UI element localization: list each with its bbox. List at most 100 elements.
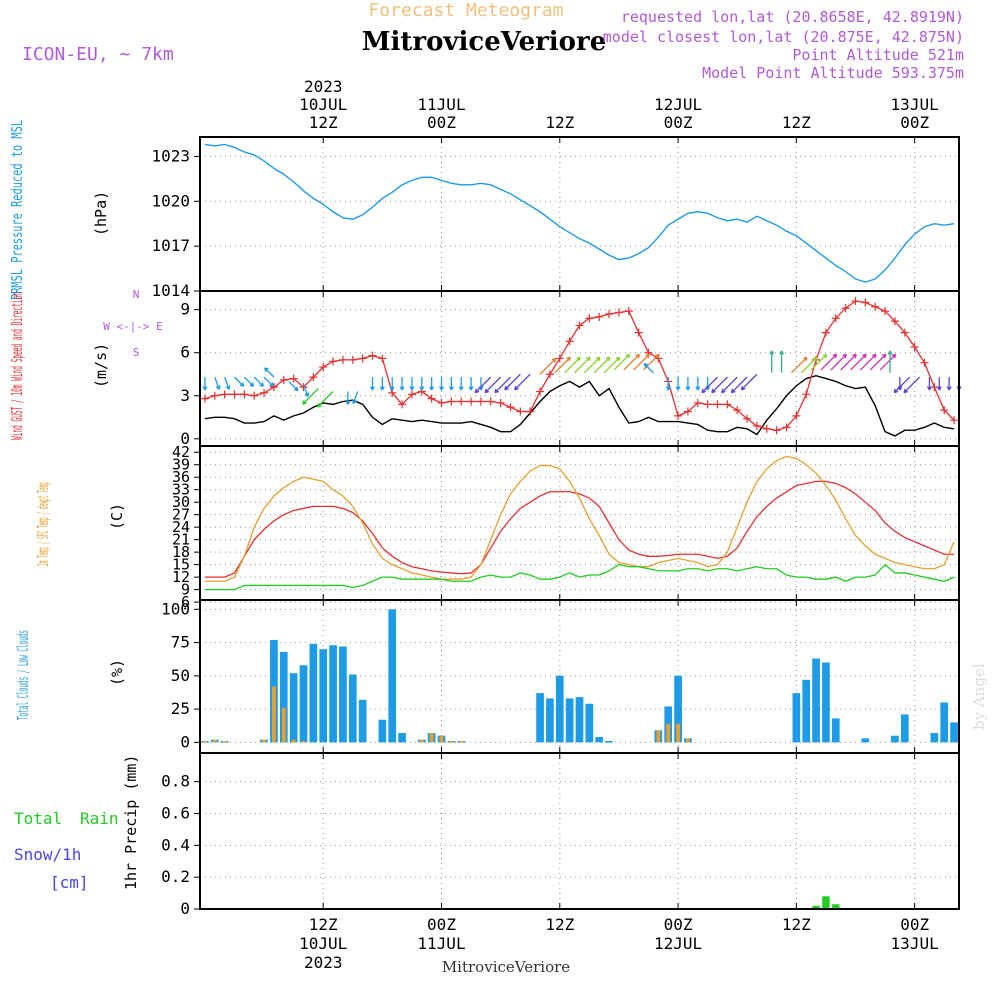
low-cloud-bar	[272, 686, 276, 743]
wind-gust-marker	[733, 406, 742, 415]
low-cloud-bar	[419, 739, 424, 743]
total-cloud-bar	[378, 719, 387, 743]
bottom-axis-label: 13JUL	[891, 934, 939, 953]
total-cloud-bar	[299, 665, 308, 743]
footer-station: MitroviceVeriore	[442, 958, 570, 976]
wind-gust-marker	[881, 307, 890, 316]
wind-direction-arrow	[946, 377, 952, 391]
temperature-ytick-label: 12	[172, 568, 190, 586]
wind-gust-marker	[506, 403, 515, 412]
wind-gust-marker	[713, 400, 722, 409]
wind-gust-marker	[802, 390, 811, 399]
requested-coords: requested lon,lat (20.8658E, 42.8919N)	[621, 8, 964, 26]
total-cloud-bar	[536, 693, 544, 743]
bottom-axis-label: 12JUL	[654, 934, 702, 953]
wind-direction-arrow	[448, 377, 454, 391]
total-cloud-bar	[348, 674, 357, 743]
total-cloud-bar	[822, 662, 830, 743]
wind-direction-arrow	[288, 380, 299, 392]
wind-ytick-label: 9	[180, 300, 190, 319]
bottom-axis-label: 12Z	[309, 915, 338, 934]
clouds-ytick-label: 25	[171, 699, 190, 718]
panel-pressure: 1014 1017 1020 1023	[151, 136, 960, 300]
wind-direction-arrow	[379, 377, 385, 391]
wind-gust-marker	[329, 357, 338, 366]
low-cloud-bar	[449, 741, 454, 743]
wind-gust-marker	[220, 390, 229, 399]
pressure-ytick-label: 1020	[151, 191, 190, 210]
wind-direction-arrow	[474, 376, 492, 394]
total-cloud-bar	[950, 722, 958, 743]
wind-gust-line	[204, 300, 955, 431]
wind-direction-arrow	[554, 356, 572, 374]
wind-gust-marker	[861, 298, 870, 307]
bottom-axis-label: 00Z	[427, 915, 456, 934]
bottom-axis-label: 12Z	[782, 915, 811, 934]
wind-direction-arrow	[370, 377, 375, 391]
total-cloud-bar	[585, 703, 594, 743]
wind-direction-arrow	[633, 353, 650, 371]
wind-direction-arrow	[399, 377, 405, 391]
wind-gust-marker	[407, 390, 416, 399]
top-axis-label: 13JUL	[891, 95, 939, 114]
wind-direction-arrow	[779, 350, 785, 373]
top-axis-label: 12Z	[782, 113, 811, 132]
total-cloud-bar	[930, 733, 939, 743]
temperature-ytick-label: 24	[172, 518, 190, 536]
wind-gust-marker	[792, 411, 801, 420]
panel-clouds: 0 25 50 75 100	[161, 599, 960, 754]
wind-gust-marker	[289, 374, 298, 383]
precip-ytick-label: 0.8	[161, 772, 190, 791]
compass-south: S	[133, 346, 140, 359]
top-axis-label: 12JUL	[654, 95, 702, 114]
model-altitude: Model Point Altitude 593.375m	[702, 64, 964, 82]
total-cloud-bar	[555, 675, 564, 743]
wind-gust-marker	[496, 398, 505, 407]
total-cloud-bar	[861, 738, 870, 743]
low-cloud-bar	[439, 735, 444, 743]
temperature-ytick-label: 18	[172, 543, 190, 561]
temperature-ytick-label: 33	[172, 481, 190, 499]
low-cloud-bar	[301, 741, 306, 743]
wind-gust-marker	[624, 307, 633, 316]
temp-sfc-line	[204, 455, 955, 582]
wind-gust-marker	[595, 312, 604, 321]
low-cloud-bar	[212, 739, 217, 743]
pressure-ytick-label: 1014	[151, 281, 190, 300]
wind-direction-arrow	[665, 377, 671, 391]
wind-direction-arrow	[574, 356, 591, 374]
precip-ytick-label: 0.2	[161, 867, 190, 886]
wind-gust-marker	[230, 390, 239, 399]
clouds-ytick-label: 0	[180, 732, 190, 751]
wind-direction-arrow	[345, 391, 351, 405]
pressure-line	[204, 143, 955, 283]
top-axis-label: 00Z	[900, 113, 929, 132]
wind-gust-marker	[555, 354, 564, 363]
page-title: MitroviceVeriore	[362, 27, 607, 57]
wind-gust-marker	[368, 351, 377, 360]
wind-gust-marker	[457, 397, 466, 406]
wind-gust-marker	[890, 317, 899, 326]
total-cloud-bar	[398, 733, 406, 743]
low-cloud-bar	[666, 723, 671, 743]
total-cloud-bar	[605, 741, 613, 743]
temperature-ytick-label: 9	[181, 581, 190, 599]
wind-gust-marker	[743, 414, 752, 423]
total-cloud-bar	[279, 651, 288, 743]
wind-direction-arrow	[721, 376, 738, 394]
wind-direction-arrow	[926, 377, 932, 391]
wind-direction-arrow	[893, 376, 911, 394]
precip-ytick-label: 0.6	[161, 803, 190, 822]
wind-direction-arrow	[202, 377, 208, 391]
pressure-unit: (hPa)	[92, 191, 110, 236]
wind-gust-marker	[200, 394, 209, 403]
compass-north: N	[133, 288, 140, 301]
point-altitude: Point Altitude 521m	[792, 46, 964, 64]
wind-ytick-label: 0	[180, 429, 190, 448]
pressure-legend-label: PRMSL Pressure Reduced to MSL	[8, 120, 26, 300]
temperature-ytick-label: 42	[172, 443, 190, 461]
wind-gust-marker	[782, 423, 791, 432]
total-cloud-bar	[802, 679, 811, 743]
wind-direction-arrow	[214, 376, 221, 390]
